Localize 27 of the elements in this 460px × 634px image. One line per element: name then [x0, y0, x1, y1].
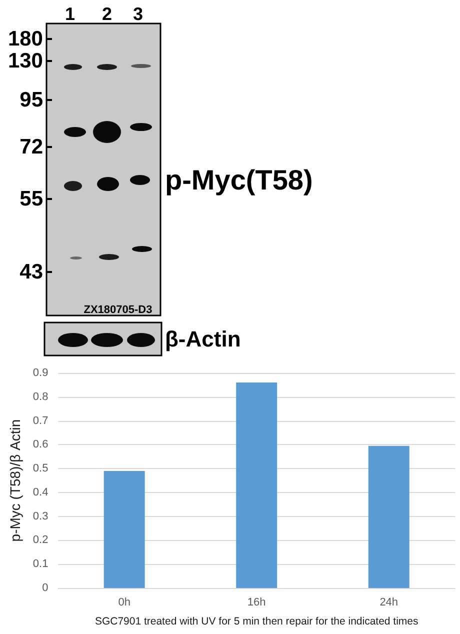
x-tick-label: 24h: [380, 596, 398, 608]
x-tick-label: 0h: [118, 596, 130, 608]
x-axis-title: SGC7901 treated with UV for 5 min then repair for the indicated times: [94, 616, 418, 628]
text: 72: [20, 136, 43, 158]
y-tick-label: 0: [42, 582, 48, 594]
y-tick-label: 0.2: [32, 534, 48, 546]
x-tick-label: 16h: [247, 596, 266, 608]
text: 130: [8, 50, 43, 72]
y-tick-label: 0.1: [32, 558, 48, 570]
y-tick-label: 0.6: [32, 438, 48, 451]
text: 43: [20, 260, 43, 284]
text: β-Actin: [165, 326, 241, 352]
text: 2: [102, 4, 112, 24]
text: 95: [20, 88, 44, 112]
y-tick-label: 0.5: [32, 462, 48, 475]
text: 180: [8, 28, 43, 50]
y-axis-title: p-Myc (T58)/β Actin: [7, 419, 23, 542]
text: 3: [132, 4, 144, 24]
y-tick-label: 0.4: [32, 486, 48, 498]
y-tick-label: 0.7: [32, 414, 48, 427]
text: 55: [20, 188, 44, 210]
text: p-Myc(T58): [165, 164, 313, 196]
y-tick-label: 0.3: [32, 510, 48, 522]
y-tick-label: 0.9: [32, 367, 48, 379]
y-tick-label: 0.8: [32, 390, 48, 403]
text: 1: [64, 4, 76, 24]
text: ZX180705-D3: [84, 304, 152, 316]
